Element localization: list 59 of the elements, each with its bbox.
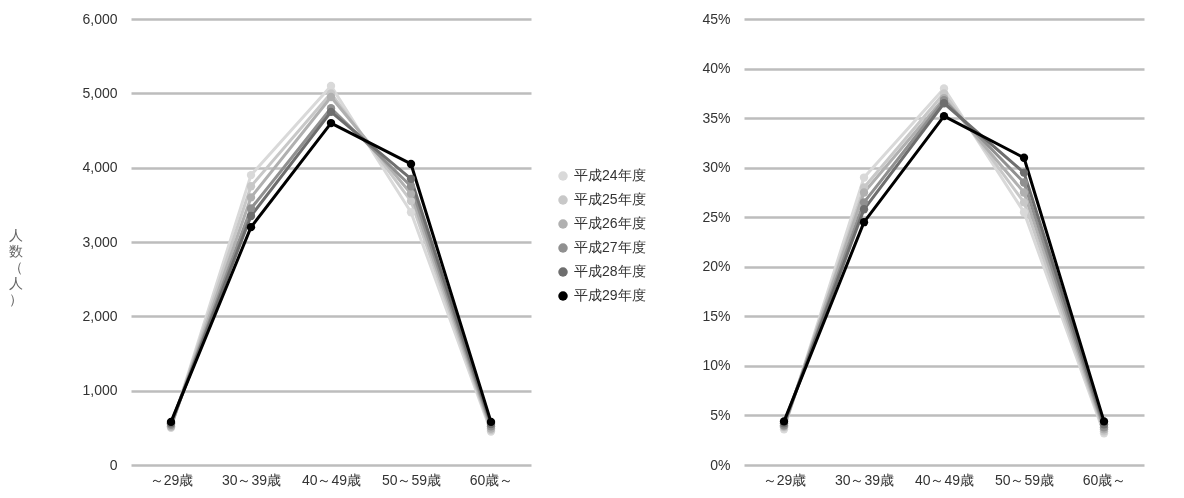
y-tick-label: 2,000	[82, 307, 118, 324]
y-tick-label: 45%	[702, 10, 731, 27]
y-tick-label: 6,000	[82, 10, 118, 27]
point	[246, 211, 256, 221]
point	[859, 205, 869, 214]
y-tick-label: 5%	[710, 406, 731, 423]
y-tick-label: 3,000	[82, 233, 118, 250]
point	[406, 189, 416, 198]
y-tick-label: 0%	[710, 456, 731, 473]
point	[406, 182, 416, 191]
legend-label: 平成27年度	[574, 239, 646, 255]
y-tick-label: 0	[109, 456, 118, 473]
point	[859, 218, 869, 227]
y-tick-label: 20%	[702, 258, 731, 275]
x-tick-label: 50～59歳	[381, 471, 442, 488]
point	[326, 107, 336, 117]
y-tick-label: 4,000	[82, 159, 118, 176]
x-tick-label: 30～39歳	[221, 471, 282, 488]
y-tick-label: 15%	[702, 307, 731, 324]
x-tick-label: 50～59歳	[994, 471, 1055, 488]
point	[1019, 168, 1029, 177]
x-tick-label: ～29歳	[149, 471, 194, 488]
point	[859, 173, 869, 182]
legend-label: 平成28年度	[574, 263, 646, 279]
point	[246, 222, 256, 232]
point	[1019, 198, 1029, 207]
point	[406, 159, 416, 169]
point	[406, 208, 416, 217]
x-tick-label: 60歳～	[1082, 471, 1127, 488]
y-tick-label: 35%	[702, 109, 731, 126]
point	[1019, 208, 1029, 217]
point	[326, 92, 336, 102]
point	[326, 118, 336, 128]
point	[406, 174, 416, 183]
x-tick-label: 30～39歳	[834, 471, 895, 488]
point	[246, 204, 256, 213]
point	[246, 170, 256, 180]
legend-label: 平成29年度	[574, 287, 646, 303]
x-tick-label: ～29歳	[762, 471, 807, 488]
point	[1019, 153, 1029, 162]
x-tick-label: 60歳～	[469, 471, 514, 488]
y-tick-label: 40%	[702, 60, 731, 77]
y-axis-title: 人数（人）	[9, 226, 24, 307]
y-tick-label: 30%	[702, 159, 731, 176]
point	[246, 182, 256, 191]
y-tick-label: 10%	[702, 357, 731, 374]
point	[939, 111, 949, 121]
legend-label: 平成26年度	[574, 215, 646, 231]
x-tick-label: 40～49歳	[301, 471, 362, 488]
y-tick-label: 5,000	[82, 84, 118, 101]
legend-label: 平成25年度	[574, 191, 646, 207]
point	[246, 193, 256, 202]
point	[859, 188, 869, 197]
y-tick-label: 1,000	[82, 382, 118, 399]
x-tick-label: 40～49歳	[914, 471, 975, 488]
point	[1019, 178, 1029, 187]
legend-label: 平成24年度	[574, 167, 646, 183]
y-tick-label: 25%	[702, 208, 731, 225]
point	[1019, 188, 1029, 197]
